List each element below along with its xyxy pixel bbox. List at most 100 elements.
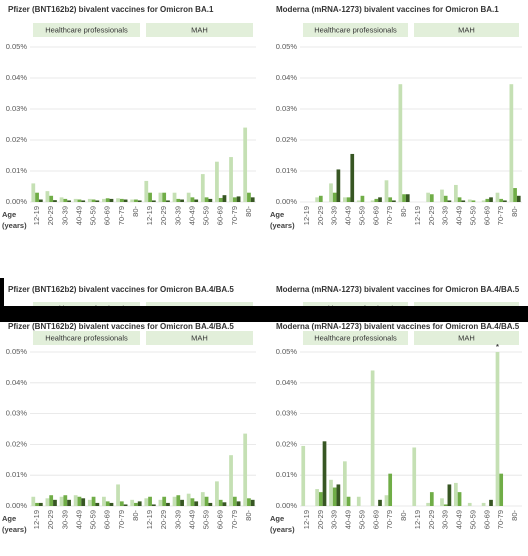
bar <box>332 487 337 506</box>
x-tick-label: 50-59 <box>468 510 477 529</box>
bar <box>447 484 452 506</box>
bar <box>243 433 248 506</box>
x-tick-label: 60-69 <box>103 206 112 225</box>
panel-header <box>303 23 408 37</box>
bar <box>31 496 36 506</box>
x-tick-label: 70-79 <box>117 510 126 529</box>
y-tick-label: 0.01% <box>276 166 298 175</box>
bar <box>194 501 199 506</box>
bar <box>489 499 493 506</box>
bar <box>123 504 128 506</box>
x-axis-label: (years) <box>270 221 295 230</box>
x-tick-label: 20-29 <box>427 206 436 225</box>
bar <box>426 192 430 202</box>
bar <box>53 200 57 202</box>
chart-title: Pfizer (BNT162b2) bivalent vaccines for … <box>8 322 234 331</box>
bar <box>222 502 227 506</box>
x-tick-label: 12-19 <box>302 206 311 225</box>
x-axis-label: Age <box>2 210 16 219</box>
y-tick-label: 0.01% <box>6 470 28 479</box>
x-tick-label: 50-59 <box>357 510 366 529</box>
x-tick-label: 70-79 <box>230 206 239 225</box>
x-tick-label: 60-69 <box>216 206 225 225</box>
panel-header <box>33 23 140 37</box>
x-tick-label: 12-19 <box>302 510 311 529</box>
bar <box>509 84 514 202</box>
bar <box>176 198 181 202</box>
x-tick-label: 12-19 <box>145 206 154 225</box>
bar <box>119 198 124 202</box>
bar <box>426 502 430 506</box>
bar <box>329 183 333 202</box>
bar <box>443 504 448 506</box>
bar <box>392 200 396 202</box>
bar <box>200 174 205 202</box>
bar <box>503 200 507 202</box>
panel-header-label: Healthcare professionals <box>45 25 128 34</box>
bar <box>208 198 213 202</box>
bar <box>134 199 138 202</box>
bar <box>109 502 114 506</box>
bar <box>222 195 227 202</box>
bar <box>67 499 71 506</box>
x-tick-label: 70-79 <box>385 510 394 529</box>
bar <box>63 495 68 506</box>
y-tick-label: 0.00% <box>276 197 298 206</box>
y-tick-label: 0.01% <box>276 470 298 479</box>
bar <box>443 195 448 202</box>
x-tick-label: 50-59 <box>202 510 211 529</box>
bar <box>315 197 319 202</box>
x-tick-label: 60-69 <box>103 510 112 529</box>
x-tick-label: 20-29 <box>316 206 325 225</box>
x-tick-label: 20-29 <box>159 206 168 225</box>
bar <box>457 197 462 202</box>
bar <box>144 180 149 202</box>
bar <box>461 200 466 202</box>
y-tick-label: 0.02% <box>6 439 28 448</box>
y-tick-label: 0.00% <box>276 501 298 510</box>
x-tick-label: 40-49 <box>74 510 83 529</box>
bar <box>412 447 417 506</box>
y-tick-label: 0.03% <box>276 409 298 418</box>
panel-header <box>146 23 253 37</box>
bar <box>77 199 82 202</box>
bar <box>318 492 323 506</box>
bar <box>162 192 167 202</box>
panel-header-label: MAH <box>191 333 208 342</box>
bar <box>329 479 333 506</box>
bar <box>301 445 306 506</box>
x-tick-label: 40-49 <box>455 510 464 529</box>
panel-header-label: Healthcare professionals <box>45 333 128 342</box>
bar <box>180 499 184 506</box>
x-tick-label: 20-29 <box>427 510 436 529</box>
bar <box>38 502 43 506</box>
y-tick-label: 0.00% <box>6 501 28 510</box>
bar <box>144 498 149 506</box>
bar <box>336 169 341 202</box>
chart-title: Moderna (mRNA-1273) bivalent vaccines fo… <box>276 285 520 294</box>
chart-title: Pfizer (BNT162b2) bivalent vaccines for … <box>8 285 234 294</box>
x-tick-label: 30-39 <box>330 510 339 529</box>
bar <box>388 473 393 506</box>
x-tick-label: 50-59 <box>89 510 98 529</box>
bar <box>87 499 92 506</box>
bar <box>148 192 152 202</box>
bar <box>172 192 177 202</box>
bar <box>31 183 36 202</box>
bar <box>180 199 184 202</box>
bar <box>130 199 135 202</box>
x-tick-label: 80- <box>131 206 140 217</box>
bar <box>356 200 361 202</box>
bar <box>343 461 347 506</box>
bar <box>204 197 209 202</box>
x-tick-label: 40-49 <box>455 206 464 225</box>
y-tick-label: 0.01% <box>6 166 28 175</box>
panel-header-label: Healthcare professionals <box>314 333 397 342</box>
bar <box>467 199 472 202</box>
bar <box>378 197 382 202</box>
bar <box>440 189 444 202</box>
y-tick-label: 0.05% <box>6 347 28 356</box>
y-tick-label: 0.05% <box>276 347 298 356</box>
bar <box>360 195 365 202</box>
